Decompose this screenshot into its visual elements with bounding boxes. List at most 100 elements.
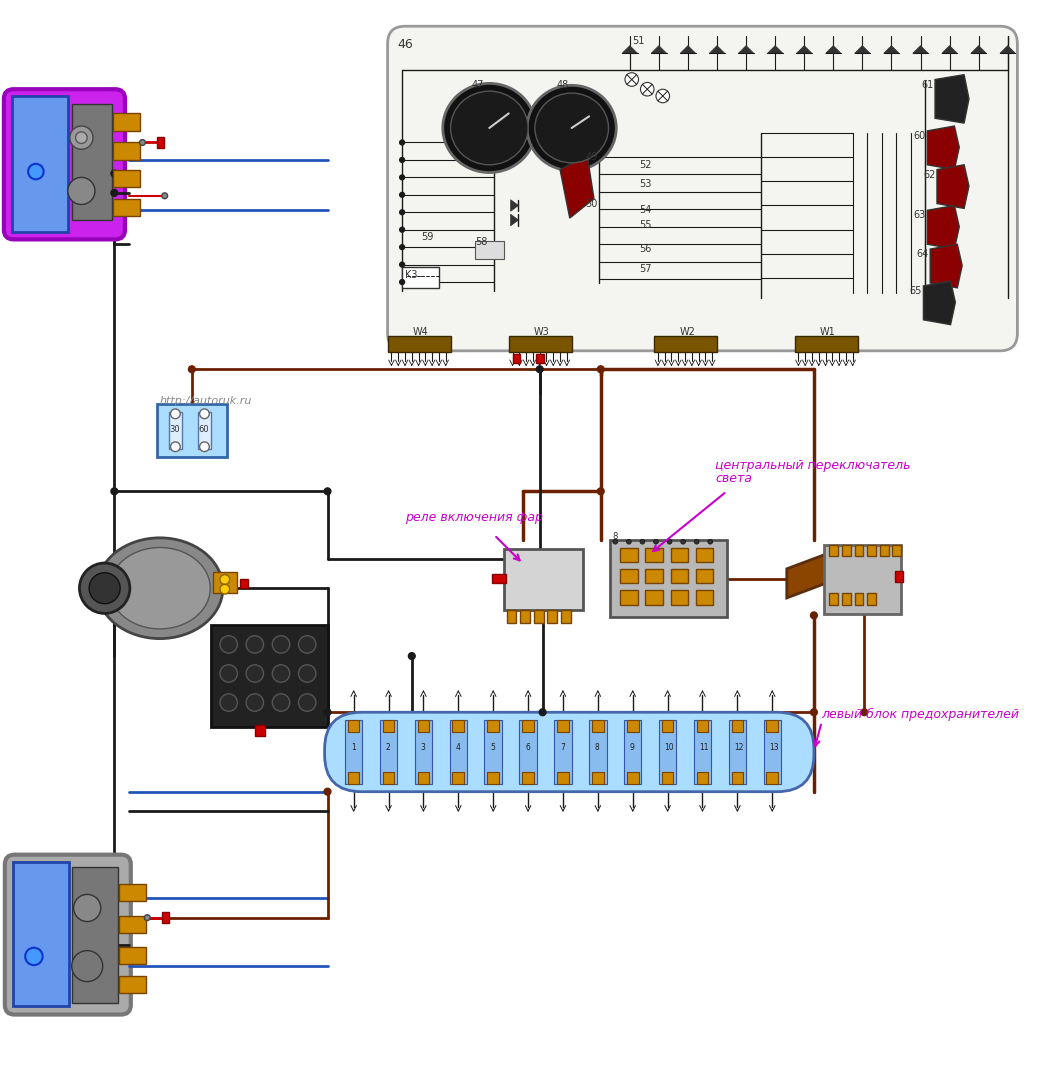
Text: W1: W1 (820, 327, 836, 337)
Bar (417, 720, 429, 732)
FancyBboxPatch shape (4, 89, 125, 240)
Bar (168, 412, 182, 448)
Ellipse shape (79, 563, 130, 613)
Polygon shape (923, 281, 955, 325)
Bar (662, 720, 674, 732)
Circle shape (74, 895, 101, 921)
Bar (662, 772, 674, 784)
Bar (624, 720, 642, 784)
FancyBboxPatch shape (388, 27, 1018, 350)
Circle shape (144, 915, 150, 920)
Circle shape (272, 665, 290, 683)
Circle shape (539, 709, 546, 716)
Polygon shape (855, 46, 870, 53)
Circle shape (299, 636, 316, 653)
Text: 10: 10 (665, 743, 675, 752)
Bar (157, 404, 227, 457)
Circle shape (536, 366, 543, 373)
Circle shape (220, 585, 230, 594)
Polygon shape (622, 46, 638, 53)
Circle shape (695, 539, 699, 544)
Bar (670, 547, 688, 562)
Text: света: света (715, 472, 752, 485)
Bar (198, 412, 211, 448)
Circle shape (220, 665, 237, 683)
Circle shape (625, 72, 639, 86)
Bar (842, 593, 850, 605)
Polygon shape (937, 165, 969, 209)
Polygon shape (928, 126, 959, 169)
Bar (670, 569, 688, 584)
Circle shape (399, 210, 405, 215)
Bar (554, 720, 572, 784)
Text: 61: 61 (921, 80, 934, 89)
Text: 49: 49 (586, 152, 597, 162)
Circle shape (324, 709, 330, 716)
Text: W4: W4 (413, 327, 429, 337)
Bar (592, 772, 604, 784)
Bar (120, 916, 146, 933)
FancyBboxPatch shape (325, 712, 814, 791)
Bar (824, 544, 901, 615)
Bar (211, 625, 327, 726)
Circle shape (199, 409, 210, 419)
Bar (484, 720, 502, 784)
Polygon shape (883, 46, 899, 53)
Bar (867, 544, 876, 556)
Bar (557, 772, 569, 784)
Circle shape (597, 488, 604, 495)
Bar (382, 772, 394, 784)
Bar (536, 354, 543, 363)
Bar (492, 574, 506, 584)
Text: 55: 55 (640, 220, 652, 230)
Bar (487, 772, 499, 784)
Text: 51: 51 (632, 36, 644, 46)
Polygon shape (913, 46, 929, 53)
Text: 2: 2 (385, 743, 391, 752)
Polygon shape (510, 214, 519, 226)
Polygon shape (971, 46, 986, 53)
Bar (548, 609, 557, 623)
Bar (113, 199, 141, 216)
Circle shape (409, 653, 415, 659)
Bar (522, 772, 534, 784)
Text: 63: 63 (914, 210, 926, 220)
Circle shape (220, 693, 237, 711)
Text: 62: 62 (923, 169, 936, 180)
Circle shape (299, 693, 316, 711)
Text: 47: 47 (472, 80, 484, 89)
Bar (561, 609, 571, 623)
Bar (513, 354, 520, 363)
Ellipse shape (450, 92, 528, 165)
Text: 8: 8 (595, 743, 599, 752)
Text: левый блок предохранителей: левый блок предохранителей (822, 708, 1020, 721)
Text: W2: W2 (679, 327, 695, 337)
Text: 52: 52 (640, 160, 652, 170)
Circle shape (220, 575, 230, 585)
Bar (697, 772, 708, 784)
Bar (729, 720, 747, 784)
Bar (415, 720, 432, 784)
Text: http://autoruk.ru: http://autoruk.ru (160, 396, 252, 407)
Bar (382, 720, 394, 732)
Bar (855, 544, 863, 556)
Bar (522, 720, 534, 732)
Bar (504, 550, 584, 609)
Text: 13: 13 (769, 743, 779, 752)
Bar (893, 544, 901, 556)
Bar (487, 720, 499, 732)
Polygon shape (680, 46, 696, 53)
Bar (696, 590, 713, 605)
Bar (120, 884, 146, 901)
Bar (120, 947, 146, 964)
Bar (589, 720, 607, 784)
Polygon shape (826, 46, 841, 53)
Polygon shape (935, 75, 969, 124)
Polygon shape (941, 46, 957, 53)
Bar (402, 266, 438, 288)
Circle shape (111, 170, 118, 177)
Bar (694, 720, 712, 784)
Text: 60: 60 (199, 425, 210, 435)
Circle shape (653, 539, 659, 544)
Bar (645, 569, 663, 584)
